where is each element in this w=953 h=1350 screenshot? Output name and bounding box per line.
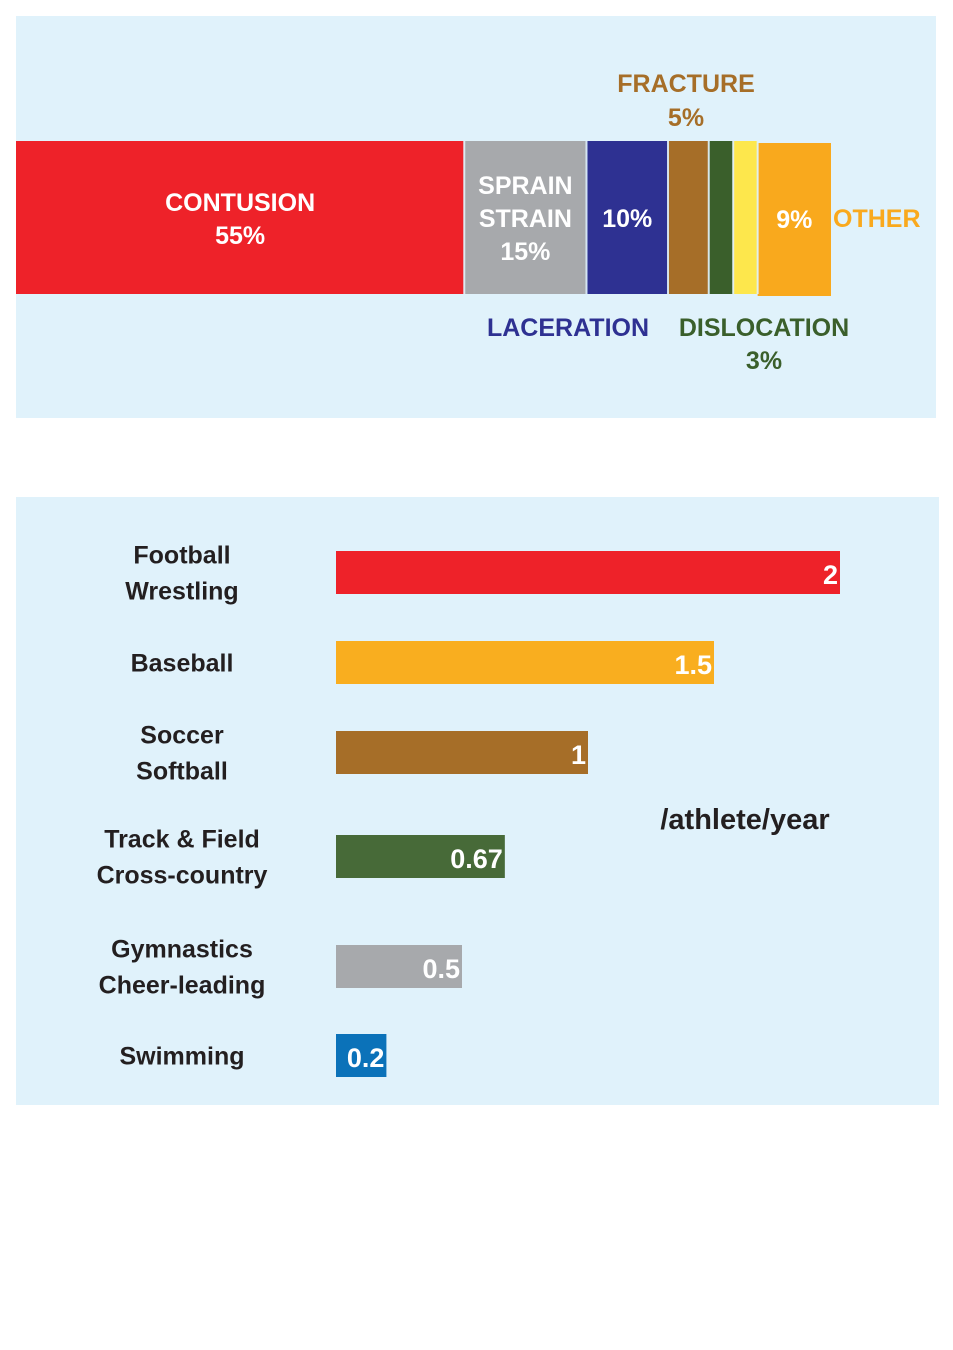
category-label-cheer-leading: Cheer-leading	[99, 972, 266, 1000]
segment-separator	[463, 141, 466, 294]
unit-label: /athlete/year	[660, 804, 829, 836]
other-value: 9%	[776, 206, 812, 234]
fracture-label: FRACTURE	[617, 70, 755, 98]
contusion-value: 55%	[215, 222, 265, 250]
bar-soccer-softball	[336, 731, 588, 774]
category-label-baseball: Baseball	[131, 650, 234, 678]
segment-separator	[707, 141, 710, 294]
contusion-label: CONTUSION	[165, 189, 315, 217]
bar-gymnastics-cheer-leading	[336, 945, 462, 988]
strain-label: STRAIN	[479, 205, 572, 233]
segment-separator	[756, 141, 759, 294]
category-label-gymnastics: Gymnastics	[111, 936, 253, 964]
other-label: OTHER	[833, 205, 921, 233]
dislocation-label: DISLOCATION	[679, 314, 849, 342]
segment-sprain-strain	[464, 141, 587, 294]
sprain-strain-value: 15%	[500, 238, 550, 266]
category-label-cross-country: Cross-country	[97, 862, 268, 890]
segment-fracture	[668, 141, 709, 294]
laceration-label: LACERATION	[487, 314, 649, 342]
segment-separator	[585, 141, 588, 294]
category-label-wrestling: Wrestling	[125, 578, 238, 606]
bar-value-track-field-cross-country: 0.67	[450, 844, 503, 874]
bar-football-wrestling	[336, 551, 840, 594]
bar-value-gymnastics-cheer-leading: 0.5	[422, 954, 460, 984]
bar-value-baseball: 1.5	[674, 650, 712, 680]
bar-value-swimming: 0.2	[347, 1043, 385, 1073]
category-label-football: Football	[133, 542, 230, 570]
laceration-value: 10%	[602, 205, 652, 233]
segment-unlabeled-5	[733, 141, 758, 294]
sprain-label: SPRAIN	[478, 172, 572, 200]
category-label-softball: Softball	[136, 758, 228, 786]
segment-other	[757, 143, 831, 296]
category-label-soccer: Soccer	[140, 722, 224, 750]
bar-swimming	[336, 1034, 387, 1077]
injury-rate-panel	[16, 497, 939, 1105]
segment-contusion	[16, 141, 465, 294]
segment-separator	[667, 141, 669, 294]
bar-value-football-wrestling: 2	[823, 560, 838, 590]
segment-separator	[732, 141, 735, 294]
fracture-value: 5%	[668, 104, 704, 132]
bar-baseball	[336, 641, 714, 684]
category-label-swimming: Swimming	[119, 1043, 244, 1071]
bar-value-soccer-softball: 1	[571, 740, 586, 770]
segment-laceration	[586, 141, 668, 294]
bar-track-field-cross-country	[336, 835, 505, 878]
dislocation-value: 3%	[746, 347, 782, 375]
category-label-track-field: Track & Field	[104, 826, 260, 854]
segment-dislocation	[708, 141, 734, 294]
